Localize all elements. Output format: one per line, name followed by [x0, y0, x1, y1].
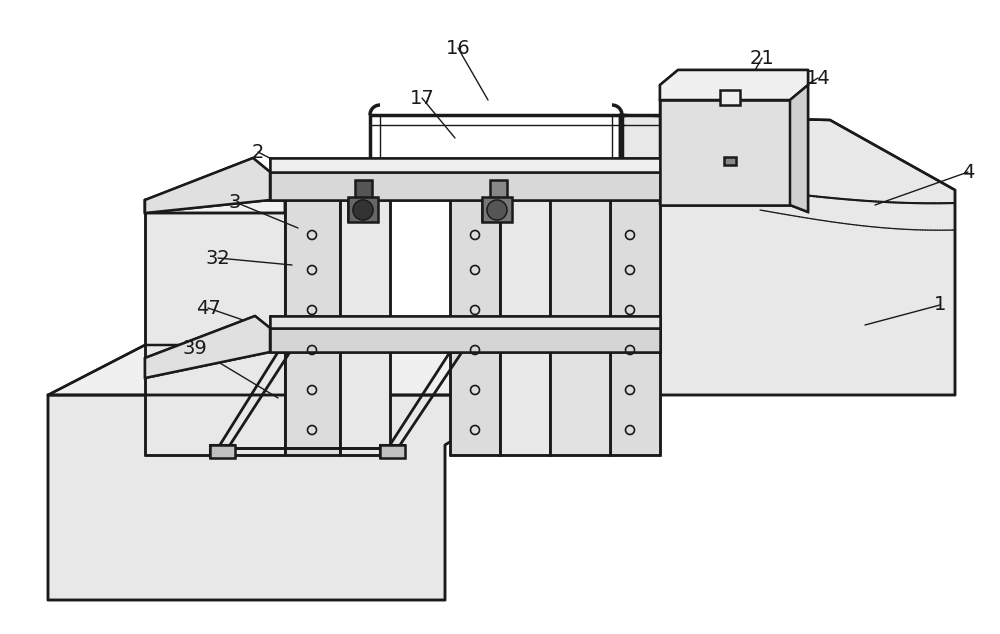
Circle shape: [353, 200, 373, 220]
Polygon shape: [610, 165, 660, 455]
Polygon shape: [450, 175, 500, 455]
Text: 21: 21: [750, 48, 774, 67]
Text: 2: 2: [252, 143, 264, 162]
Polygon shape: [348, 197, 378, 222]
Polygon shape: [210, 445, 235, 458]
Text: 1: 1: [934, 295, 946, 314]
Polygon shape: [482, 197, 512, 222]
Text: 32: 32: [206, 249, 230, 268]
Text: 16: 16: [446, 39, 470, 58]
Polygon shape: [145, 200, 285, 455]
Polygon shape: [660, 100, 790, 205]
Text: 14: 14: [806, 68, 830, 87]
Polygon shape: [620, 115, 955, 395]
Polygon shape: [490, 180, 507, 203]
Polygon shape: [270, 316, 660, 328]
Polygon shape: [380, 445, 405, 458]
Text: 4: 4: [962, 162, 974, 181]
Polygon shape: [145, 172, 285, 213]
Polygon shape: [270, 158, 660, 172]
Polygon shape: [145, 316, 270, 378]
Text: 39: 39: [183, 339, 207, 358]
Polygon shape: [550, 175, 610, 455]
Polygon shape: [48, 345, 620, 395]
Polygon shape: [355, 180, 372, 203]
Text: 47: 47: [196, 299, 220, 318]
Text: 3: 3: [229, 193, 241, 212]
Polygon shape: [285, 175, 340, 455]
Polygon shape: [270, 328, 660, 352]
Polygon shape: [340, 175, 390, 455]
Polygon shape: [790, 85, 808, 212]
Polygon shape: [500, 175, 550, 455]
Circle shape: [487, 200, 507, 220]
Polygon shape: [145, 158, 270, 213]
Polygon shape: [724, 157, 736, 165]
Polygon shape: [720, 90, 740, 105]
Polygon shape: [660, 70, 808, 100]
Polygon shape: [270, 172, 660, 200]
Text: 17: 17: [410, 89, 434, 108]
Polygon shape: [48, 395, 525, 600]
